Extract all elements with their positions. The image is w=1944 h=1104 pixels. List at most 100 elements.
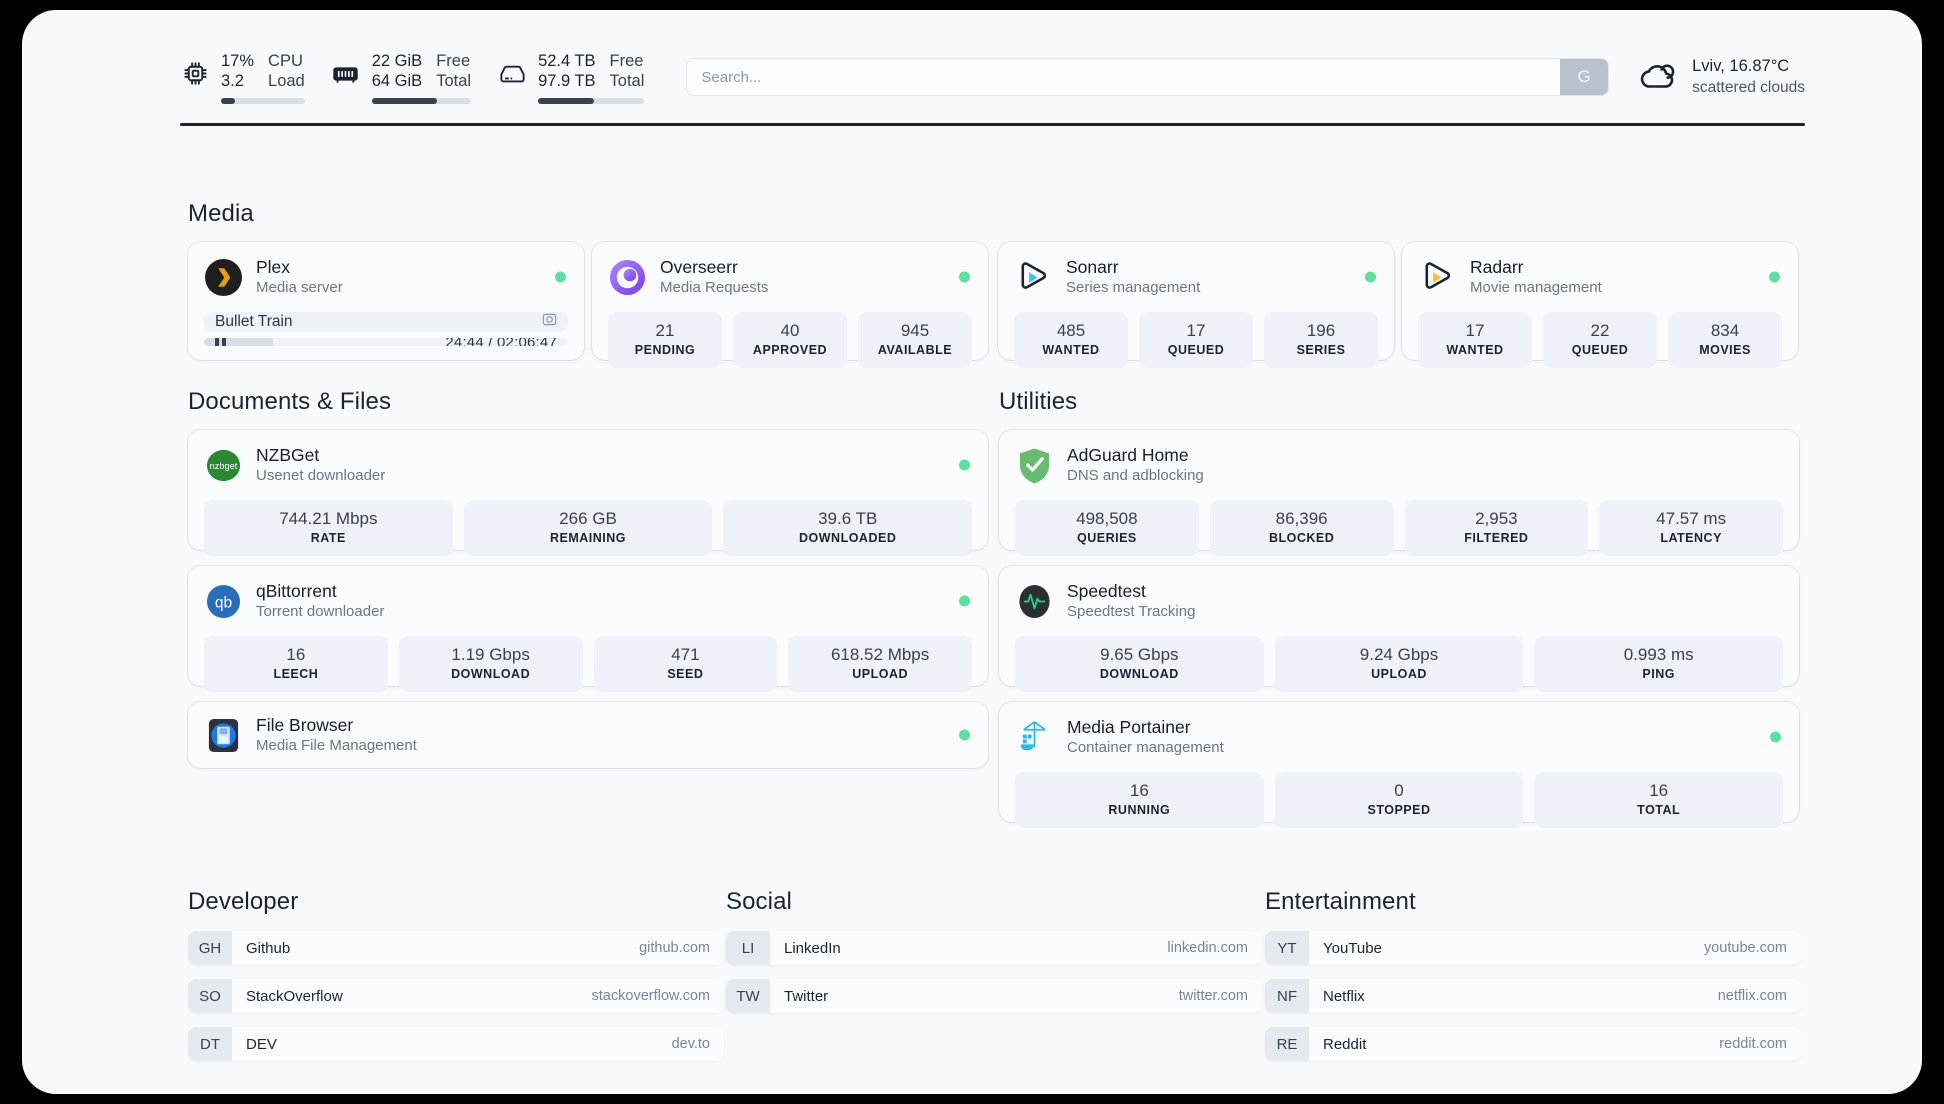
- bookmark-badge: NF: [1265, 979, 1309, 1013]
- card-overseerr[interactable]: Overseerr Media Requests 21 PENDING 40 A…: [592, 242, 988, 368]
- stat-cell[interactable]: 0.993 ms PING: [1534, 636, 1784, 692]
- stat-cell[interactable]: 196 SERIES: [1264, 312, 1378, 368]
- stat-label: QUERIES: [1076, 531, 1137, 545]
- stat-cell[interactable]: 22 QUEUED: [1543, 312, 1657, 368]
- stat-strip: 21 PENDING 40 APPROVED 945 AVAILABLE: [608, 312, 972, 368]
- stat-value: 21: [655, 321, 675, 340]
- stat-value: 9.65 Gbps: [1100, 645, 1179, 664]
- memory-label-bottom: Total: [436, 71, 472, 90]
- bookmark-name: Twitter: [784, 987, 829, 1005]
- bookmark-item-linkedin[interactable]: LI LinkedIn linkedin.com: [726, 931, 1262, 965]
- card-header: Overseerr Media Requests: [608, 256, 972, 298]
- cpu-stat-group: 17% 3.2 CPU Load: [180, 51, 305, 104]
- stat-label: LEECH: [273, 667, 319, 681]
- bookmark-url: reddit.com: [1719, 1036, 1787, 1052]
- card-plex[interactable]: Plex Media server Bullet Train 24:44 / 0…: [188, 242, 584, 360]
- search-engine-button[interactable]: G: [1560, 59, 1609, 95]
- card-qbittorrent[interactable]: qb qBittorrent Torrent downloader 16 LEE…: [188, 566, 988, 692]
- now-playing-title-row[interactable]: Bullet Train: [204, 312, 568, 332]
- bookmark-item-netflix[interactable]: NF Netflix netflix.com: [1265, 979, 1801, 1013]
- stat-cell[interactable]: 86,396 BLOCKED: [1209, 500, 1394, 556]
- weather-widget[interactable]: Lviv, 16.87°C scattered clouds: [1637, 56, 1805, 98]
- stat-value: 834: [1710, 321, 1740, 340]
- app-subtitle: Media server: [256, 279, 343, 296]
- stat-cell[interactable]: 834 MOVIES: [1668, 312, 1782, 368]
- bookmark-url: dev.to: [671, 1036, 710, 1052]
- bookmark-item-dev[interactable]: DT DEV dev.to: [188, 1027, 724, 1061]
- bookmark-badge: RE: [1265, 1027, 1309, 1061]
- stat-strip: 16 LEECH 1.19 Gbps DOWNLOAD 471 SEED 618…: [204, 636, 972, 692]
- stat-cell[interactable]: 47.57 ms LATENCY: [1599, 500, 1783, 556]
- stat-cell[interactable]: 485 WANTED: [1014, 312, 1128, 368]
- stat-label: SERIES: [1296, 343, 1346, 357]
- card-radarr[interactable]: Radarr Movie management 17 WANTED 22 QUE…: [1402, 242, 1798, 368]
- bookmark-item-twitter[interactable]: TW Twitter twitter.com: [726, 979, 1262, 1013]
- disk-label-top: Free: [609, 51, 644, 70]
- card-nzbget[interactable]: nzbget NZBGet Usenet downloader 744.21 M…: [188, 430, 988, 556]
- cast-icon[interactable]: [542, 312, 557, 332]
- stat-label: TOTAL: [1637, 803, 1681, 817]
- bookmark-badge: DT: [188, 1027, 232, 1061]
- stat-label: QUEUED: [1167, 343, 1225, 357]
- bookmark-item-reddit[interactable]: RE Reddit reddit.com: [1265, 1027, 1801, 1061]
- stat-label: AVAILABLE: [877, 343, 953, 357]
- bookmark-url: netflix.com: [1717, 988, 1787, 1004]
- speedtest-icon: [1015, 582, 1053, 620]
- search-box[interactable]: G: [686, 58, 1610, 96]
- stat-cell[interactable]: 945 AVAILABLE: [858, 312, 972, 368]
- now-playing-progress[interactable]: 24:44 / 02:06:47: [204, 338, 568, 346]
- file-browser-icon: [204, 716, 242, 754]
- search-input[interactable]: [687, 68, 1561, 86]
- card-speedtest[interactable]: Speedtest Speedtest Tracking 9.65 Gbps D…: [999, 566, 1799, 692]
- stat-cell[interactable]: 618.52 Mbps UPLOAD: [788, 636, 972, 692]
- memory-ram-icon: [331, 59, 361, 89]
- stat-label: APPROVED: [752, 343, 828, 357]
- stat-cell[interactable]: 16 TOTAL: [1534, 772, 1784, 828]
- stat-cell[interactable]: 16 RUNNING: [1015, 772, 1264, 828]
- stat-cell[interactable]: 9.24 Gbps UPLOAD: [1274, 636, 1524, 692]
- stat-cell[interactable]: 17 WANTED: [1418, 312, 1532, 368]
- stat-cell[interactable]: 744.21 Mbps RATE: [204, 500, 453, 556]
- stat-cell[interactable]: 17 QUEUED: [1139, 312, 1253, 368]
- card-media-portainer[interactable]: Media Portainer Container management 16 …: [999, 702, 1799, 828]
- stat-cell[interactable]: 21 PENDING: [608, 312, 722, 368]
- stat-cell[interactable]: 1.19 Gbps DOWNLOAD: [398, 636, 583, 692]
- stat-cell[interactable]: 40 APPROVED: [733, 312, 847, 368]
- cpu-label-bottom: Load: [268, 71, 305, 90]
- stat-label: WANTED: [1446, 343, 1504, 357]
- disk-usage-bar: [538, 97, 645, 104]
- stat-cell[interactable]: 0 STOPPED: [1274, 772, 1524, 828]
- status-badge: [959, 595, 970, 607]
- weather-description: scattered clouds: [1692, 79, 1805, 96]
- header-bar: 17% 3.2 CPU Load: [180, 36, 1805, 118]
- card-file-browser[interactable]: File Browser Media File Management: [188, 702, 988, 768]
- card-sonarr[interactable]: Sonarr Series management 485 WANTED 17 Q…: [998, 242, 1394, 368]
- bookmark-item-youtube[interactable]: YT YouTube youtube.com: [1265, 931, 1801, 965]
- bookmark-item-github[interactable]: GH Github github.com: [188, 931, 724, 965]
- stat-label: SEED: [667, 667, 704, 681]
- stat-label: RATE: [310, 531, 346, 545]
- stat-cell[interactable]: 9.65 Gbps DOWNLOAD: [1015, 636, 1264, 692]
- stat-label: BLOCKED: [1268, 531, 1335, 545]
- stat-cell[interactable]: 266 GB REMAINING: [463, 500, 713, 556]
- card-adguard-home[interactable]: AdGuard Home DNS and adblocking 498,508 …: [999, 430, 1799, 556]
- memory-usage-bar: [371, 97, 472, 104]
- bookmark-item-stackoverflow[interactable]: SO StackOverflow stackoverflow.com: [188, 979, 724, 1013]
- disk-stat-group: 52.4 TB 97.9 TB Free Total: [497, 51, 645, 104]
- stat-cell[interactable]: 16 LEECH: [204, 636, 388, 692]
- stat-label: WANTED: [1042, 343, 1100, 357]
- stat-cell[interactable]: 498,508 QUERIES: [1015, 500, 1199, 556]
- stat-value: 9.24 Gbps: [1359, 645, 1439, 664]
- stat-strip: 498,508 QUERIES 86,396 BLOCKED 2,953 FIL…: [1015, 500, 1783, 556]
- stat-cell[interactable]: 39.6 TB DOWNLOADED: [723, 500, 973, 556]
- stat-value: 2,953: [1475, 509, 1518, 528]
- card-header: AdGuard Home DNS and adblocking: [1015, 444, 1783, 486]
- stat-cell[interactable]: 2,953 FILTERED: [1404, 500, 1589, 556]
- bookmark-url: youtube.com: [1703, 940, 1787, 956]
- stat-cell[interactable]: 471 SEED: [593, 636, 778, 692]
- pause-icon[interactable]: [215, 338, 226, 346]
- bookmark-badge: SO: [188, 979, 232, 1013]
- stat-value: 498,508: [1076, 509, 1138, 528]
- bookmark-url: twitter.com: [1178, 988, 1248, 1004]
- status-badge: [959, 729, 970, 741]
